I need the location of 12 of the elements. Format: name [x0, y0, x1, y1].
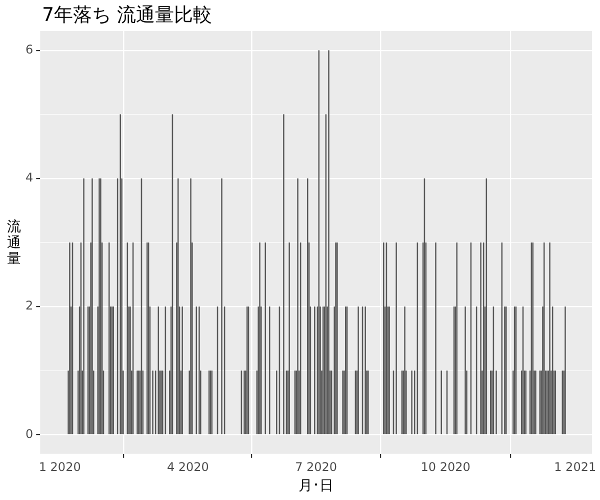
x-axis-title: 月･日 [298, 478, 334, 495]
y-tick-label: 0 [25, 426, 34, 441]
x-tick-label: 10 2020 [420, 460, 470, 474]
x-tick-label: 1 2020 [38, 460, 81, 474]
y-tick-label: 2 [25, 298, 34, 313]
x-tick-label: 7 2020 [295, 460, 338, 474]
x-tick-label: 4 2020 [166, 460, 209, 474]
x-tick-label: 1 2021 [554, 460, 596, 474]
y-axis-title: 流通量 [6, 219, 22, 267]
y-tick-label: 4 [25, 170, 34, 184]
y-tick-label: 6 [25, 42, 34, 56]
chart-title: 7年落ち 流通量比較 [42, 4, 212, 26]
